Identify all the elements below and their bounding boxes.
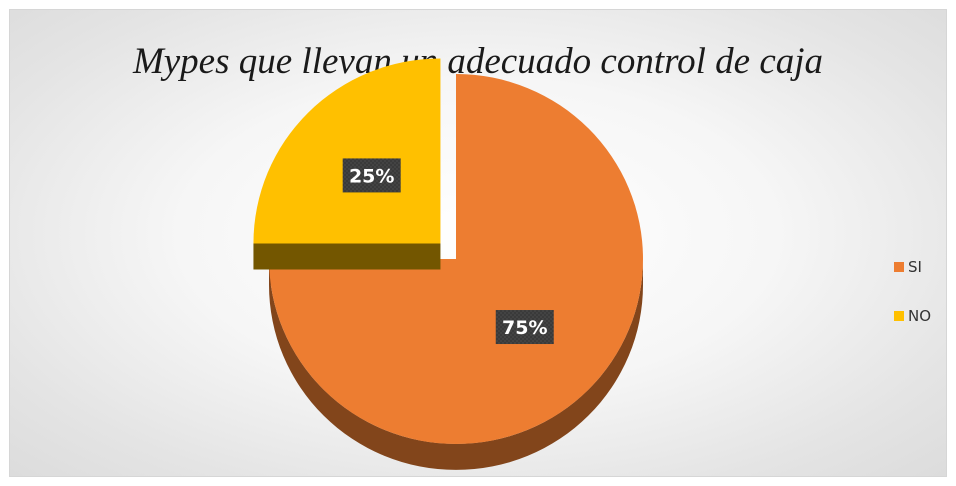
data-label-si-box [495,310,554,345]
legend-swatch-no [894,311,904,321]
legend-label-no: NO [908,307,932,325]
legend: SI NO [894,254,931,352]
chart-area: Mypes que llevan un adecuado control de … [9,9,947,477]
data-label-no-box [342,158,401,193]
pie-slice-no [253,58,441,270]
legend-label-si: SI [908,258,922,276]
legend-item-si: SI [894,254,931,280]
legend-swatch-si [894,262,904,272]
pie-slice-si-top [269,74,643,444]
data-label-no-text: 25% [349,165,394,187]
data-label-no: 25% [342,158,401,193]
pie-slice-no-edge-0 [253,243,441,270]
pie-slices [253,58,643,470]
chart-title: Mypes que llevan un adecuado control de … [132,41,824,82]
pie-chart: 75% 25% [253,58,643,470]
legend-item-no: NO [894,303,931,329]
data-label-si-text: 75% [502,317,547,339]
pie-slice-no-top [253,58,441,244]
data-label-si: 75% [495,310,554,345]
pie-data-labels: 75% 25% [342,158,554,345]
